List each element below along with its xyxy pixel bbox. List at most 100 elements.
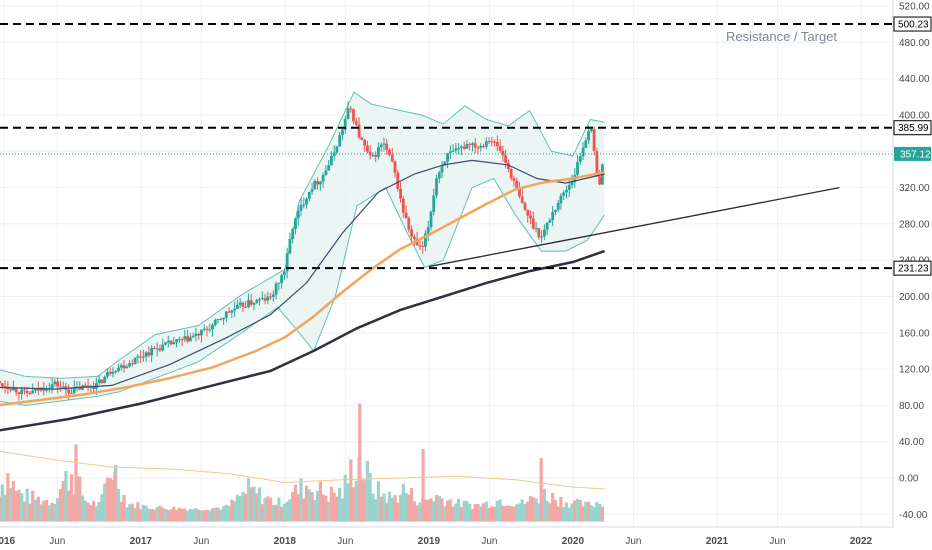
candle-body (429, 211, 433, 228)
volume-bar (197, 509, 201, 522)
volume-bar (310, 492, 314, 522)
volume-bar (158, 505, 162, 522)
candle-body (125, 366, 129, 369)
candle-body (56, 381, 59, 387)
volume-bar (332, 492, 336, 522)
candle-body (305, 198, 308, 205)
volume-bar (434, 495, 439, 522)
candle-body (144, 352, 148, 357)
candle-body (0, 381, 1, 384)
volume-bar (534, 498, 538, 522)
candle-body (247, 300, 250, 308)
volume-bar (399, 494, 403, 522)
volume-bar (166, 510, 170, 522)
candle-body (224, 311, 228, 318)
y-tick-label: 480.00 (899, 38, 930, 49)
candle-body (92, 386, 95, 389)
volume-bar (520, 499, 524, 522)
volume-bar (542, 488, 546, 522)
level-badge (893, 260, 932, 276)
candle-body (440, 165, 444, 173)
y-tick-label: 40.00 (899, 437, 924, 448)
volume-bar (33, 499, 38, 522)
volume-bar (462, 500, 466, 522)
volume-bar (172, 506, 176, 522)
bollinger-bands (0, 91, 606, 406)
candle-body (285, 253, 289, 272)
volume-bar (74, 444, 78, 522)
volume-bar (382, 493, 386, 522)
volume-bar (3, 494, 7, 522)
volume-bar (293, 484, 298, 522)
candle-body (551, 211, 555, 220)
candle-body (562, 192, 566, 196)
candle-body (343, 119, 347, 130)
candle-body (169, 340, 173, 345)
candle-body (213, 319, 217, 325)
support-trendline (428, 186, 840, 268)
y-tick-label: 520.00 (899, 2, 930, 13)
candle-body (227, 311, 231, 313)
candle-body (401, 198, 405, 213)
candle-body (194, 333, 198, 336)
candle-body (122, 365, 126, 369)
volume-bar (17, 489, 21, 522)
volume-bar (451, 506, 455, 522)
volume-bar (183, 508, 187, 522)
candle-body (349, 108, 353, 110)
price-axis[interactable]: 520.00480.00440.00400.00360.00320.00280.… (892, 0, 932, 550)
candle-body (111, 371, 115, 374)
volume-bar (415, 505, 419, 522)
volume-bar (122, 495, 126, 522)
ma-orange-line (0, 170, 605, 407)
candle-body (352, 109, 355, 122)
volume-bar (327, 501, 331, 522)
candle-body (404, 212, 408, 218)
x-tick-label: 2019 (418, 536, 441, 547)
candle-body (504, 155, 507, 163)
candle-body (45, 389, 48, 391)
volume-bar (177, 507, 181, 522)
y-tick-label: 320.00 (899, 183, 930, 194)
candle-body (288, 239, 292, 254)
candle-body (211, 324, 214, 330)
candle-body (565, 189, 568, 193)
candle-body (34, 388, 37, 391)
bollinger-lower-line (0, 177, 606, 406)
x-tick-label: 2018 (274, 536, 297, 547)
candle-body (341, 129, 344, 135)
volume-bar (202, 510, 206, 522)
volume-bar (446, 500, 450, 522)
volume-bar (587, 501, 591, 522)
level-badge-label: 385.99 (898, 123, 929, 134)
candle-body (260, 298, 264, 300)
volume-bar (501, 505, 505, 522)
x-tick-label: Jun (481, 536, 497, 547)
volume-bar (150, 509, 154, 522)
volume-bar (490, 506, 494, 522)
candle-body (368, 151, 372, 156)
volume-bar (56, 498, 60, 522)
candle-body (327, 165, 331, 171)
candle-body (166, 340, 170, 343)
volume-bar (426, 499, 430, 522)
candle-body (50, 384, 54, 389)
volume-bar (346, 483, 350, 522)
volume-bar (69, 474, 74, 522)
volume-bar (537, 503, 541, 522)
volume-bar (216, 507, 220, 522)
candle-body (263, 298, 267, 301)
volume-bar (410, 487, 414, 522)
moving-averages (0, 159, 840, 432)
candle-body (299, 205, 303, 211)
volume-bar (564, 502, 569, 522)
candle-body (208, 329, 212, 331)
volume-bar (581, 506, 585, 522)
volume-bar (113, 471, 117, 522)
candle-body (443, 161, 447, 166)
volume-ma-line (0, 450, 605, 490)
volume-bar (517, 503, 522, 522)
candle-body (495, 142, 499, 147)
